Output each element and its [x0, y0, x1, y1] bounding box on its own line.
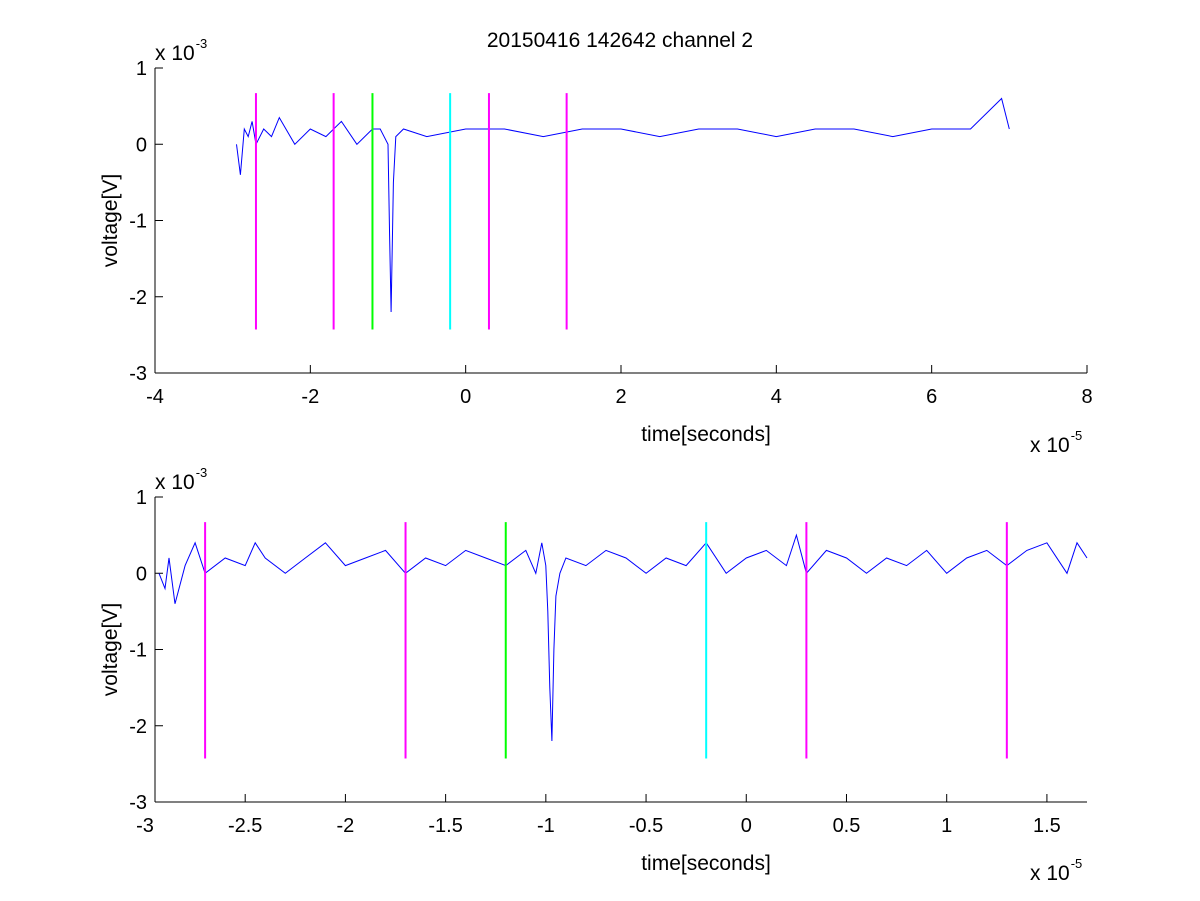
x-tick-label: 2	[615, 386, 626, 408]
x-tick-label: 0	[460, 386, 471, 408]
y-tick-label: -3	[129, 363, 147, 385]
x-axis-title: time[seconds]	[641, 423, 771, 446]
y-tick-label: -1	[129, 640, 147, 662]
y-multiplier-exponent: -3	[196, 465, 208, 480]
y-tick-label: 0	[136, 134, 147, 156]
top-axes: -3 -2 -1 0 1 -4 -2 0 2 4 6 8 time[seconds] voltage[V]…	[99, 36, 1093, 457]
y-tick-label: -3	[129, 792, 147, 814]
x-axis-title: time[seconds]	[641, 852, 771, 875]
x-tick-label: -2	[301, 386, 319, 408]
x-tick-label: 6	[926, 386, 937, 408]
x-tick-label: -2	[337, 815, 355, 837]
x-tick-label: 8	[1081, 386, 1092, 408]
x-tick-label: -0.5	[629, 815, 663, 837]
x-multiplier-exponent: -5	[1071, 428, 1083, 443]
x-tick-label: 1.5	[1033, 815, 1061, 837]
y-tick-label: 1	[136, 487, 147, 509]
x-tick-label: -3	[136, 815, 154, 837]
y-axis-title: voltage[V]	[99, 603, 122, 696]
y-multiplier-label: x 10-3	[155, 465, 207, 494]
x-tick-label: -1	[537, 815, 555, 837]
x-tick-label: -2.5	[228, 815, 262, 837]
y-axis-title: voltage[V]	[99, 174, 122, 267]
y-multiplier-base: x 10	[155, 471, 195, 494]
x-tick-label: 1	[941, 815, 952, 837]
y-tick-label: -2	[129, 716, 147, 738]
y-multiplier-label: x 10-3	[155, 36, 207, 65]
x-multiplier-base: x 10	[1030, 434, 1070, 457]
x-tick-label: -1.5	[428, 815, 462, 837]
x-tick-label: -4	[146, 386, 164, 408]
x-tick-label: 0.5	[833, 815, 861, 837]
signal-line	[236, 97, 1010, 313]
bottom-axes: -3 -2 -1 0 1 -3 -2.5 -2 -1.5 -1 -0.5 0 0.5 1 1.5 time[s…	[99, 465, 1088, 885]
x-tick-label: 4	[771, 386, 782, 408]
figure-title: 20150416 142642 channel 2	[487, 29, 753, 52]
y-tick-label: -2	[129, 287, 147, 309]
signal-line	[158, 533, 1088, 742]
y-tick-label: 1	[136, 58, 147, 80]
x-tick-label: 0	[741, 815, 752, 837]
y-multiplier-base: x 10	[155, 42, 195, 65]
x-multiplier-exponent: -5	[1071, 856, 1083, 871]
y-tick-label: 0	[136, 563, 147, 585]
y-multiplier-exponent: -3	[196, 36, 208, 51]
y-tick-label: -1	[129, 211, 147, 233]
x-multiplier-label: x 10-5	[1030, 856, 1082, 885]
x-multiplier-label: x 10-5	[1030, 428, 1082, 457]
x-multiplier-base: x 10	[1030, 862, 1070, 885]
